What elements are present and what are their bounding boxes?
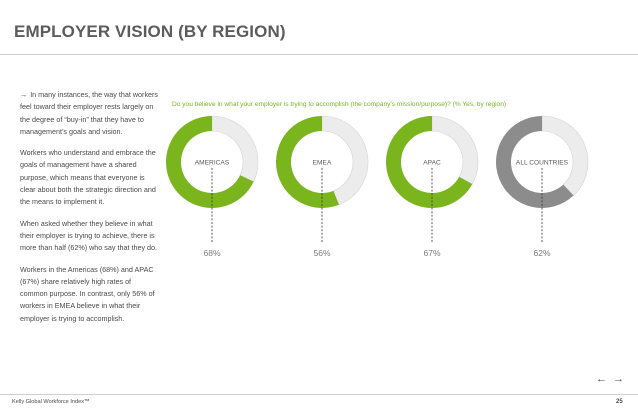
donut-remainder-all-countries — [541, 115, 589, 196]
arrow-left-icon[interactable]: ← — [596, 373, 607, 385]
body-text: → In many instances, the way that workers… — [20, 89, 160, 334]
paragraph-3: When asked whether they believe in what … — [20, 218, 158, 253]
arrow-right-icon: → — [20, 90, 28, 99]
paragraph-1-text: In many instances, the way that workers … — [20, 90, 159, 136]
donut-segment-apac — [386, 116, 473, 208]
arrow-right-icon[interactable]: → — [613, 373, 624, 385]
donut-remainder-emea — [321, 115, 369, 206]
donut-chart-svg: AMERICAS 68% EMEA 56% APAC 67% ALL COUNTRIES 62… — [166, 115, 589, 258]
donut-remainder-apac — [431, 115, 479, 185]
category-label-americas: AMERICAS — [195, 160, 230, 167]
value-label-americas: 68% — [203, 248, 220, 258]
value-label-emea: 56% — [313, 248, 330, 258]
page-number: 25 — [616, 399, 623, 405]
donut-chart: AMERICAS 68% EMEA 56% APAC 67% ALL COUNTRIES 62… — [160, 115, 638, 265]
value-label-all-countries: 62% — [533, 248, 550, 258]
donut-segment-all-countries — [496, 116, 574, 208]
paragraph-1: → In many instances, the way that workers… — [20, 89, 160, 138]
donut-segment-americas — [166, 116, 254, 208]
category-label-apac: APAC — [423, 160, 441, 167]
category-label-all-countries: ALL COUNTRIES — [516, 160, 569, 167]
title-divider — [0, 54, 638, 55]
footer-publisher: Kelly Global Workforce Index™ — [12, 399, 90, 405]
paragraph-4: Workers in the Americas (68%) and APAC (… — [20, 264, 155, 323]
value-label-apac: 67% — [423, 248, 440, 258]
donut-remainder-americas — [211, 115, 259, 182]
donut-segment-emea — [276, 116, 339, 208]
category-label-emea: EMEA — [313, 160, 332, 167]
page-title: EMPLOYER VISION (BY REGION) — [14, 22, 286, 41]
chart-title: Do you believe in what your employer is … — [172, 101, 507, 108]
paragraph-2: Workers who understand and embrace the g… — [20, 148, 156, 207]
footer-divider — [0, 394, 638, 395]
